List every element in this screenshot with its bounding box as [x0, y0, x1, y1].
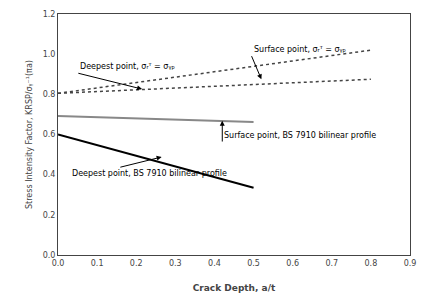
svg-text:Deepest point, BS 7910 bilinea: Deepest point, BS 7910 bilinear profile	[72, 169, 227, 178]
svg-text:0.6: 0.6	[286, 259, 299, 268]
svg-text:Deepest point, σᵣᵀ = σᵧₚ: Deepest point, σᵣᵀ = σᵧₚ	[80, 62, 175, 71]
svg-text:0.2: 0.2	[43, 211, 56, 220]
svg-text:0.0: 0.0	[52, 259, 65, 268]
svg-text:1.0: 1.0	[43, 50, 56, 59]
svg-text:Surface point, BS 7910 bilinea: Surface point, BS 7910 bilinear profile	[224, 131, 376, 140]
svg-text:0.9: 0.9	[404, 259, 417, 268]
svg-text:0.5: 0.5	[247, 259, 260, 268]
svg-text:1.2: 1.2	[43, 10, 56, 19]
svg-text:0.8: 0.8	[43, 90, 56, 99]
svg-text:0.6: 0.6	[43, 130, 56, 139]
svg-text:Stress Intensity Factor, KRSP/: Stress Intensity Factor, KRSP/σᵧ⁻¹(πa)	[25, 60, 34, 209]
svg-text:0.4: 0.4	[208, 259, 221, 268]
svg-text:0.8: 0.8	[365, 259, 378, 268]
svg-text:0.1: 0.1	[91, 259, 104, 268]
svg-text:0.7: 0.7	[325, 259, 338, 268]
svg-text:0.3: 0.3	[169, 259, 182, 268]
svg-text:Surface point, σᵣᵀ = σᵧₚ: Surface point, σᵣᵀ = σᵧₚ	[254, 45, 346, 54]
svg-text:0.0: 0.0	[43, 251, 56, 260]
svg-text:Crack Depth, a/t: Crack Depth, a/t	[193, 283, 276, 293]
svg-text:0.2: 0.2	[130, 259, 143, 268]
svg-text:0.4: 0.4	[43, 170, 56, 179]
